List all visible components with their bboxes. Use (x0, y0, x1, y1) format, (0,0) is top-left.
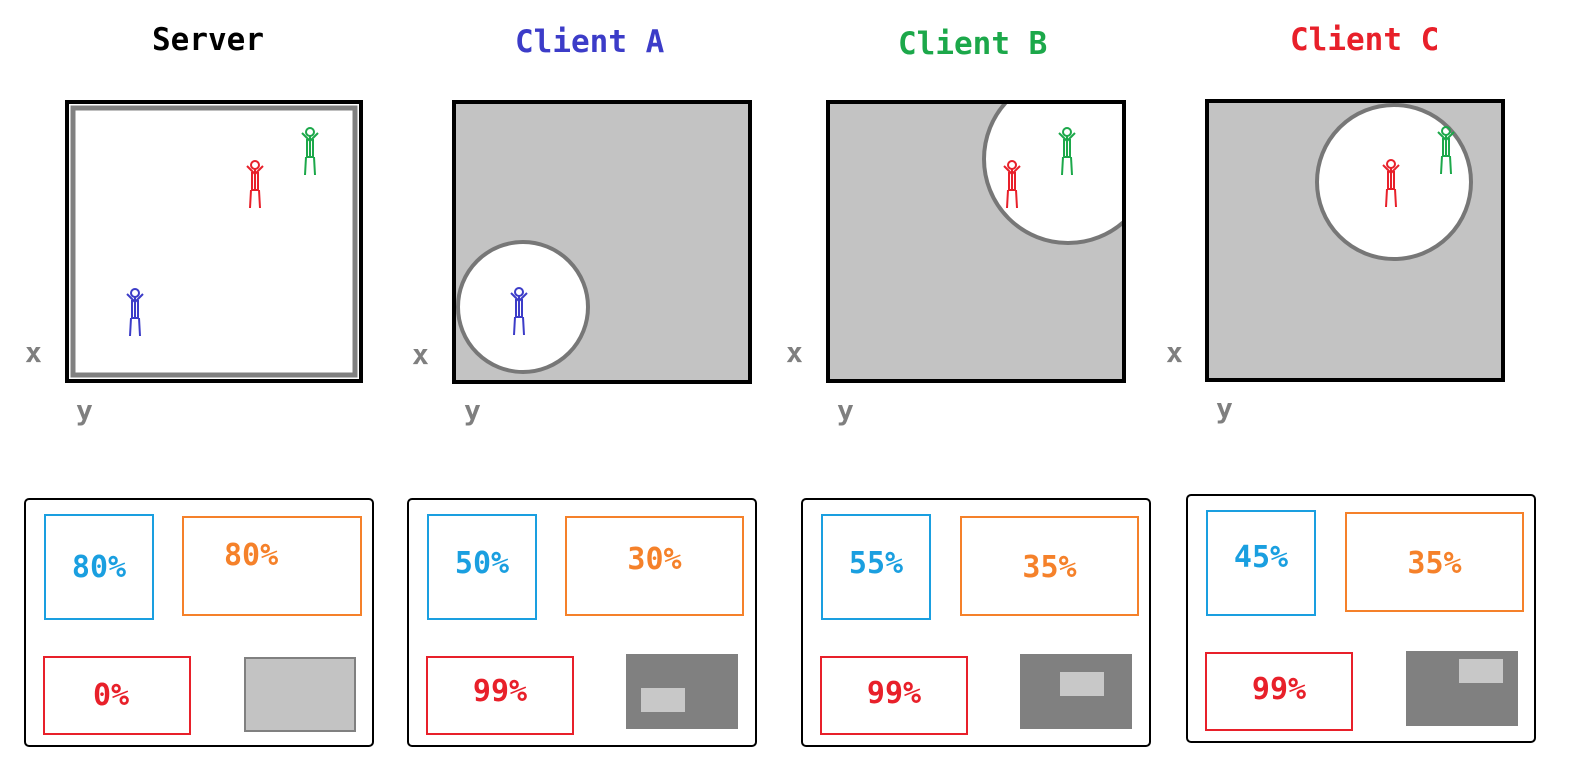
server-axis-x: x (25, 336, 42, 369)
client-a-axis-x: x (412, 338, 429, 371)
blue-stat-box: 80% (44, 514, 154, 620)
client-a-stats-panel: 50% 30% 99% (407, 498, 757, 747)
server-title: Server (152, 22, 264, 58)
client-b-map-view (826, 100, 1126, 383)
client-a-title: Client A (515, 24, 665, 60)
blue-stat-box: 50% (427, 514, 537, 620)
orange-stat-box: 80% (182, 516, 362, 616)
green-player-figure (301, 127, 319, 176)
client-a-axis-y: y (464, 394, 481, 427)
red-stat-box: 99% (1205, 652, 1353, 731)
client-b-stats-panel: 55% 35% 99% (801, 498, 1151, 747)
client-a-map-view (452, 100, 752, 384)
client-b-axis-y: y (837, 394, 854, 427)
red-player-figure (1003, 160, 1021, 209)
green-player-figure (1058, 127, 1076, 176)
blue-stat-box: 55% (821, 514, 931, 620)
client-c-minimap (1406, 651, 1518, 726)
red-player-figure (1382, 159, 1400, 208)
client-c-axis-y: y (1216, 392, 1233, 425)
green-player-figure (1437, 126, 1455, 175)
server-minimap (244, 657, 356, 732)
red-stat-box: 99% (426, 656, 574, 735)
red-stat-box: 0% (43, 656, 191, 735)
client-a-minimap (626, 654, 738, 729)
client-b-vision-circle (982, 104, 1122, 245)
orange-stat-box: 30% (565, 516, 744, 616)
server-map-view (65, 100, 363, 383)
blue-player-figure (510, 287, 528, 336)
client-b-title: Client B (898, 26, 1048, 62)
client-c-stats-panel: 45% 35% 99% (1186, 494, 1536, 743)
client-b-axis-x: x (786, 336, 803, 369)
client-b-minimap-viewport (1060, 672, 1104, 696)
server-stats-panel: 80% 80% 0% (24, 498, 374, 747)
server-axis-y: y (76, 394, 93, 427)
client-b-minimap (1020, 654, 1132, 729)
client-c-minimap-viewport (1459, 659, 1503, 683)
red-stat-box: 99% (820, 656, 968, 735)
client-a-minimap-viewport (641, 688, 685, 712)
orange-stat-box: 35% (960, 516, 1139, 616)
blue-player-figure (126, 288, 144, 337)
blue-stat-box: 45% (1206, 510, 1316, 616)
server-inner-border (70, 105, 358, 378)
orange-stat-box: 35% (1345, 512, 1524, 612)
red-player-figure (246, 160, 264, 209)
client-c-axis-x: x (1166, 336, 1183, 369)
client-c-title: Client C (1290, 22, 1440, 58)
client-c-map-view (1205, 99, 1505, 382)
